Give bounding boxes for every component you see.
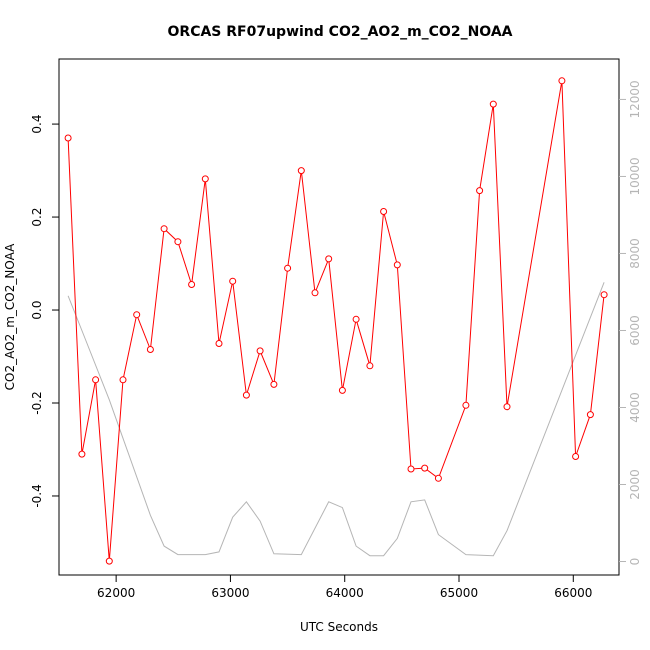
series-0-line: [67, 80, 605, 562]
series-0-point-26: [421, 464, 429, 472]
series-0-point-5: [133, 311, 141, 319]
series-0-point-11: [215, 340, 223, 347]
series-0-point-20: [338, 386, 346, 394]
series-layer: [64, 77, 608, 565]
series-0-point-9: [188, 281, 196, 288]
y-axis-label: CO2_AO2_m_CO2_NOAA: [3, 243, 17, 390]
series-0-point-35: [600, 291, 608, 299]
series-0-point-24: [393, 261, 401, 269]
series-0-point-30: [489, 100, 497, 108]
series-0-point-4: [119, 376, 127, 384]
x-tick-label-1: 63000: [211, 586, 249, 600]
y2-tick-label-0: 0: [628, 558, 642, 566]
series-0-point-2: [92, 376, 100, 384]
y-tick-label-3: 0.2: [30, 208, 44, 227]
series-0-point-12: [229, 277, 237, 285]
series-0-point-16: [284, 264, 292, 272]
series-0-point-0: [64, 134, 72, 142]
y2-tick-label-6: 12000: [628, 80, 642, 118]
series-0-point-33: [572, 453, 580, 460]
plot-frame: [58, 58, 620, 576]
series-0-point-32: [558, 77, 566, 85]
series-0-point-19: [325, 255, 333, 263]
y2-tick-label-4: 8000: [628, 238, 642, 269]
y-tick-label-1: -0.2: [30, 391, 44, 414]
x-tick-label-0: 62000: [97, 586, 135, 600]
series-1-line: [67, 282, 605, 557]
series-0-point-3: [105, 557, 113, 565]
chart-title: ORCAS RF07upwind CO2_AO2_m_CO2_NOAA: [168, 24, 513, 40]
series-0-point-29: [476, 187, 484, 195]
series-0-point-22: [366, 362, 374, 370]
series-0-point-15: [270, 380, 278, 388]
x-tick-label-3: 65000: [440, 586, 478, 600]
series-0-point-23: [380, 208, 388, 215]
series-0-point-27: [434, 474, 442, 482]
x-axis-label: UTC Seconds: [300, 620, 378, 634]
series-0-point-8: [174, 238, 182, 246]
series-0-point-25: [407, 465, 415, 473]
x-tick-label-4: 66000: [554, 586, 592, 600]
series-0-point-10: [201, 175, 209, 183]
y-tick-label-0: -0.4: [30, 484, 44, 507]
series-0-point-34: [586, 411, 594, 419]
y2-tick-label-3: 6000: [628, 315, 642, 346]
series-0-point-17: [297, 167, 305, 175]
y-tick-label-2: 0.0: [30, 300, 44, 319]
x-tick-label-2: 64000: [326, 586, 364, 600]
series-0-point-1: [78, 450, 86, 458]
y2-tick-label-2: 4000: [628, 392, 642, 423]
axes: 62000 63000 64000 65000 66000 -0.4 -0.2 0.0 0.2 0…: [30, 80, 642, 600]
y2-tick-label-1: 2000: [628, 469, 642, 500]
series-0-point-31: [503, 403, 511, 411]
series-0-point-21: [352, 315, 360, 323]
series-0-point-6: [146, 346, 154, 353]
series-0-point-13: [242, 391, 250, 399]
series-0-point-18: [311, 289, 319, 297]
series-0-point-28: [462, 401, 470, 409]
series-0-point-14: [256, 347, 264, 355]
y-tick-label-4: 0.4: [30, 115, 44, 134]
series-0-point-7: [160, 225, 168, 233]
y2-tick-label-5: 10000: [628, 157, 642, 195]
